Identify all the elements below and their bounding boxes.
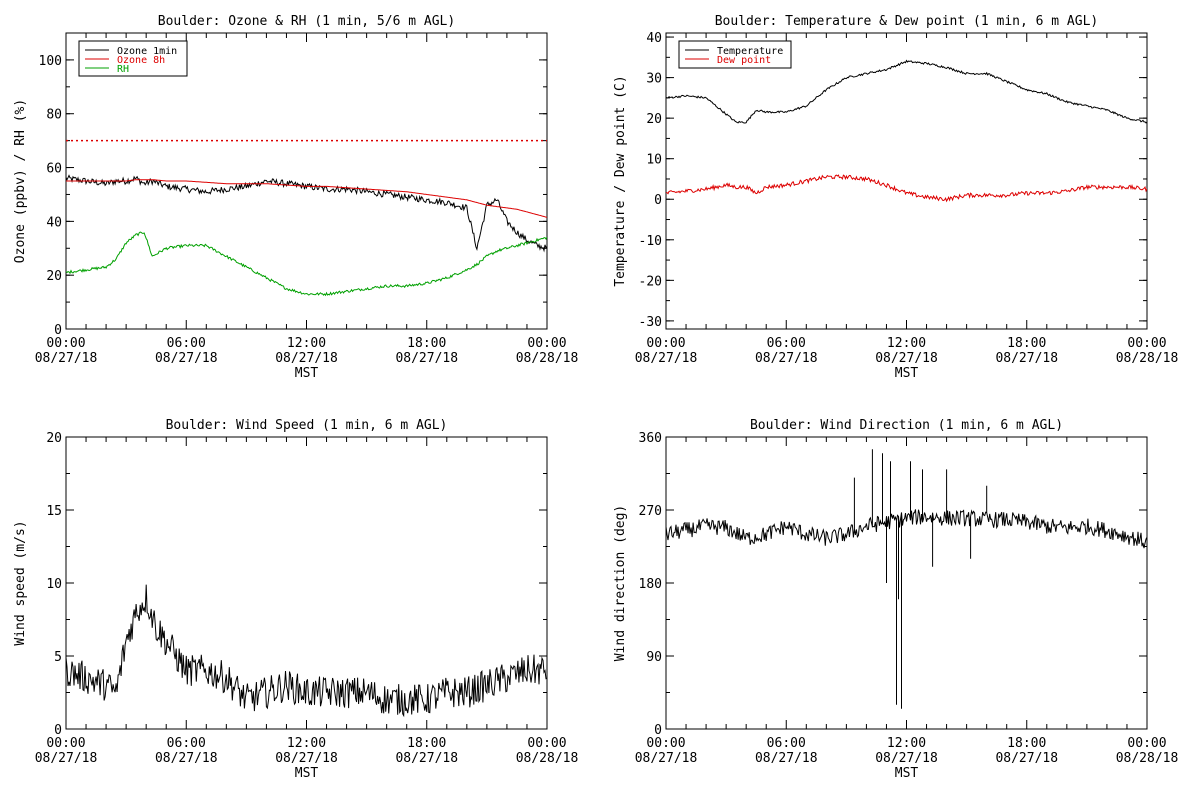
- y-tick-label: 0: [654, 723, 662, 738]
- y-tick-label: 90: [646, 650, 662, 665]
- x-tick-label-date: 08/28/18: [1116, 351, 1179, 366]
- x-tick-label-time: 00:00: [46, 336, 85, 351]
- x-axis-label: MST: [895, 366, 919, 381]
- chart-title: Boulder: Wind Speed (1 min, 6 m AGL): [166, 418, 448, 433]
- x-tick-label-date: 08/27/18: [995, 351, 1058, 366]
- chart-title: Boulder: Wind Direction (1 min, 6 m AGL): [750, 418, 1063, 433]
- y-tick-label: 20: [46, 431, 62, 446]
- x-tick-label-date: 08/27/18: [755, 751, 818, 766]
- x-tick-label-date: 08/28/18: [1116, 751, 1179, 766]
- series-line: [666, 174, 1147, 203]
- y-tick-label: 20: [646, 112, 662, 127]
- x-tick-label-date: 08/27/18: [155, 351, 218, 366]
- y-tick-label: -30: [639, 315, 662, 330]
- y-tick-label: 30: [646, 72, 662, 87]
- x-tick-label-date: 08/27/18: [395, 751, 458, 766]
- x-axis-label: MST: [295, 366, 319, 381]
- x-tick-label-date: 08/27/18: [155, 751, 218, 766]
- x-tick-label-date: 08/27/18: [875, 751, 938, 766]
- series-line: [66, 174, 547, 253]
- series-line: [66, 584, 547, 718]
- x-tick-label-time: 18:00: [1007, 736, 1046, 751]
- x-tick-label-time: 06:00: [767, 336, 806, 351]
- x-tick-label-date: 08/27/18: [35, 751, 98, 766]
- x-tick-label-time: 00:00: [1127, 336, 1166, 351]
- legend-entry: Dew point: [717, 55, 771, 66]
- y-tick-label: 180: [639, 577, 662, 592]
- legend-entry: Ozone 8h: [117, 55, 165, 66]
- y-tick-label: 10: [646, 153, 662, 168]
- chart-panel-3: Boulder: Wind Speed (1 min, 6 m AGL) 0 5 10…: [13, 418, 578, 781]
- x-tick-label-time: 18:00: [407, 336, 446, 351]
- y-tick-label: 60: [46, 162, 62, 177]
- x-tick-label-date: 08/27/18: [275, 751, 338, 766]
- x-tick-label-time: 06:00: [767, 736, 806, 751]
- series-line: [66, 179, 547, 218]
- x-tick-label-time: 00:00: [1127, 736, 1166, 751]
- x-tick-label-time: 12:00: [887, 336, 926, 351]
- x-tick-label-time: 00:00: [527, 736, 566, 751]
- x-tick-label-time: 06:00: [167, 736, 206, 751]
- x-tick-label-time: 12:00: [287, 336, 326, 351]
- chart-panel-1: Boulder: Ozone & RH (1 min, 5/6 m AGL) 0 2…: [13, 14, 578, 381]
- chart-title: Boulder: Ozone & RH (1 min, 5/6 m AGL): [158, 14, 455, 29]
- y-axis-label: Wind speed (m/s): [13, 520, 28, 645]
- y-tick-label: 80: [46, 108, 62, 123]
- x-axis-label: MST: [295, 766, 319, 781]
- x-tick-label-date: 08/27/18: [755, 351, 818, 366]
- y-tick-label: -20: [639, 274, 662, 289]
- x-tick-label-date: 08/27/18: [995, 751, 1058, 766]
- x-tick-label-date: 08/27/18: [275, 351, 338, 366]
- plot-frame: [665, 32, 1148, 330]
- y-axis-label: Temperature / Dew point (C): [613, 75, 628, 286]
- x-tick-label-time: 00:00: [46, 736, 85, 751]
- y-tick-label: 20: [46, 269, 62, 284]
- x-tick-label-date: 08/27/18: [395, 351, 458, 366]
- y-tick-label: 0: [54, 723, 62, 738]
- y-tick-label: 0: [654, 193, 662, 208]
- x-tick-label-time: 00:00: [646, 736, 685, 751]
- x-tick-label-time: 12:00: [887, 736, 926, 751]
- x-tick-label-time: 12:00: [287, 736, 326, 751]
- legend-entry: Ozone 1min: [117, 46, 177, 57]
- x-tick-label-time: 18:00: [407, 736, 446, 751]
- x-tick-label-date: 08/28/18: [516, 751, 579, 766]
- y-tick-label: 360: [639, 431, 662, 446]
- legend-box: [678, 40, 792, 69]
- y-tick-label: 15: [46, 504, 62, 519]
- y-tick-label: 0: [54, 323, 62, 338]
- x-tick-label-date: 08/27/18: [875, 351, 938, 366]
- legend-entry: Temperature: [717, 46, 783, 57]
- y-axis-label: Ozone (ppbv) / RH (%): [13, 99, 28, 263]
- y-tick-label: 10: [46, 577, 62, 592]
- y-tick-label: 270: [639, 504, 662, 519]
- y-tick-label: 100: [39, 54, 62, 69]
- legend-entry: RH: [117, 64, 129, 75]
- chart-title: Boulder: Temperature & Dew point (1 min,…: [715, 14, 1099, 29]
- y-tick-label: 40: [46, 215, 62, 230]
- plot-frame: [665, 436, 1148, 730]
- x-tick-label-time: 00:00: [646, 336, 685, 351]
- y-tick-label: -10: [639, 234, 662, 249]
- x-tick-label-time: 00:00: [527, 336, 566, 351]
- series-line: [66, 231, 547, 297]
- x-tick-label-time: 18:00: [1007, 336, 1046, 351]
- x-axis-label: MST: [895, 766, 919, 781]
- x-tick-label-date: 08/28/18: [516, 351, 579, 366]
- x-tick-label-date: 08/27/18: [635, 351, 698, 366]
- chart-panel-2: Boulder: Temperature & Dew point (1 min,…: [613, 14, 1178, 381]
- plot-frame: [65, 32, 548, 330]
- x-tick-label-time: 06:00: [167, 336, 206, 351]
- series-line: [666, 449, 1147, 709]
- x-tick-label-date: 08/27/18: [635, 751, 698, 766]
- x-tick-label-date: 08/27/18: [35, 351, 98, 366]
- series-line: [666, 59, 1147, 124]
- y-tick-label: 40: [646, 31, 662, 46]
- y-tick-label: 5: [54, 650, 62, 665]
- y-axis-label: Wind direction (deg): [613, 505, 628, 662]
- chart-panel-4: Boulder: Wind Direction (1 min, 6 m AGL)…: [613, 418, 1178, 781]
